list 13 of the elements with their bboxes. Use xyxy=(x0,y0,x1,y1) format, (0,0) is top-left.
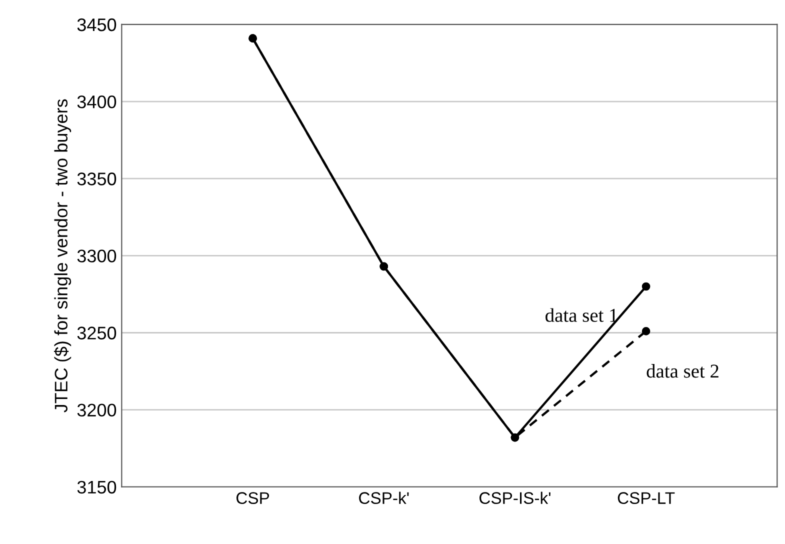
y-tick-label: 3200 xyxy=(77,404,116,417)
y-tick-label: 3450 xyxy=(77,18,116,32)
x-tick-label: CSP-k' xyxy=(359,492,409,504)
y-axis-title: JTEC ($) for single vendor - two buyers xyxy=(54,99,72,412)
y-tick-label: 3300 xyxy=(77,250,116,262)
series-label: data set 2 xyxy=(646,364,718,378)
x-tick-label: CSP-LT xyxy=(618,492,675,504)
x-tick-label: CSP xyxy=(236,492,270,504)
y-tick-label: 3400 xyxy=(77,95,116,108)
x-tick-label: CSP-IS-k' xyxy=(479,492,550,504)
y-tick-label: 3150 xyxy=(77,480,116,494)
y-tick-label: 3350 xyxy=(77,172,116,186)
y-tick-label: 3250 xyxy=(77,326,116,340)
